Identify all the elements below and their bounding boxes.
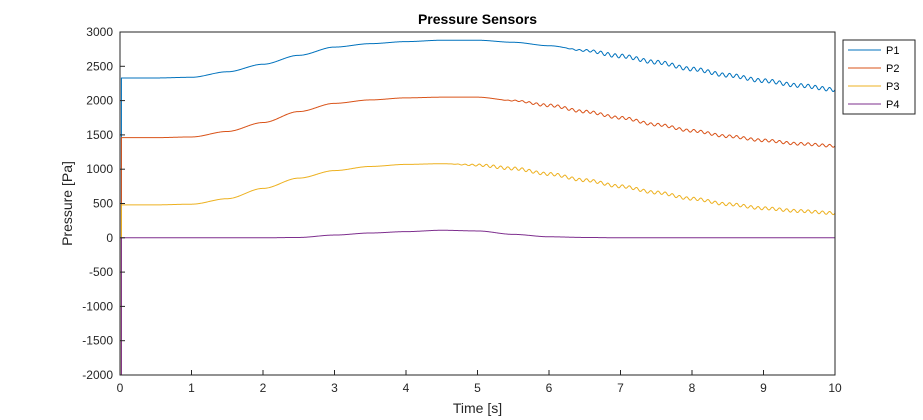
y-tick-label: 2000 [86, 94, 113, 108]
x-axis: 0 1 2 3 4 5 6 7 8 9 10 [117, 370, 842, 395]
x-tick-label: 9 [760, 381, 767, 395]
x-tick-label: 0 [117, 381, 124, 395]
legend: P1 P2 P3 P4 [842, 39, 916, 115]
x-tick-label: 4 [403, 381, 410, 395]
x-tick-label: 10 [828, 381, 842, 395]
y-tick-label: 3000 [86, 25, 113, 39]
x-tick-label: 8 [689, 381, 696, 395]
y-tick-label: -1000 [82, 299, 113, 313]
y-tick-label: -2000 [82, 368, 113, 382]
y-tick-label: 1500 [86, 128, 113, 142]
x-tick-label: 6 [546, 381, 553, 395]
y-tick-label: 500 [93, 197, 113, 211]
legend-label-p3: P3 [886, 81, 899, 93]
x-tick-label: 7 [617, 381, 624, 395]
legend-label-p2: P2 [886, 63, 899, 75]
y-tick-label: -1500 [82, 334, 113, 348]
x-axis-label: Time [s] [453, 400, 502, 416]
series-line-p2 [120, 96, 836, 375]
chart-title: Pressure Sensors [418, 11, 537, 27]
y-tick-label: -500 [89, 265, 113, 279]
x-tick-label: 3 [331, 381, 338, 395]
y-axis-label: Pressure [Pa] [59, 161, 75, 246]
x-tick-label: 2 [260, 381, 267, 395]
legend-label-p4: P4 [886, 99, 899, 111]
series-line-p3 [120, 163, 836, 375]
y-tick-label: 1000 [86, 162, 113, 176]
x-tick-label: 5 [474, 381, 481, 395]
x-tick-label: 1 [188, 381, 195, 395]
y-tick-label: 0 [106, 231, 113, 245]
series-line-p1 [120, 39, 836, 375]
legend-label-p1: P1 [886, 45, 899, 57]
y-axis: -2000 -1500 -1000 -500 0 500 1000 1500 2000 2500 3… [82, 25, 125, 382]
plot-area [120, 39, 836, 375]
legend-box [842, 39, 916, 115]
y-tick-label: 2500 [86, 59, 113, 73]
series-line-p4 [120, 229, 835, 375]
